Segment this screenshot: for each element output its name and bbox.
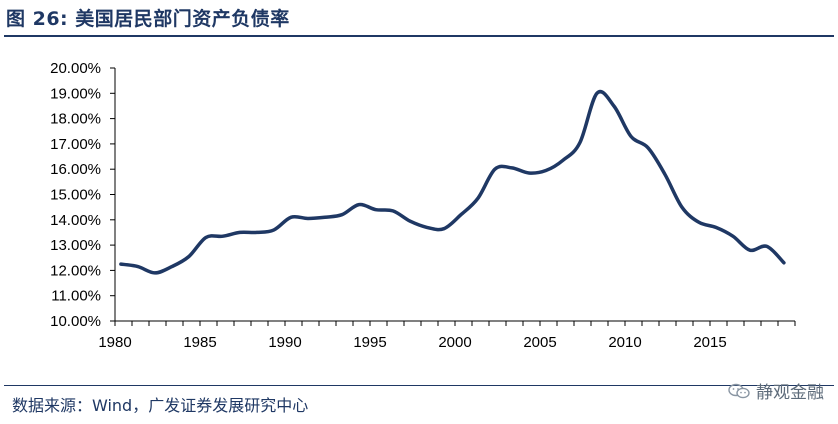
wechat-icon [728, 383, 750, 398]
y-tick-label: 11.00% [51, 288, 101, 305]
y-tick-label: 15.00% [50, 187, 101, 204]
x-tick-label: 2010 [608, 334, 641, 351]
y-tick-label: 17.00% [50, 136, 101, 153]
y-tick-label: 16.00% [50, 161, 101, 178]
y-tick-label: 19.00% [50, 85, 101, 102]
y-tick-label: 14.00% [50, 212, 101, 229]
x-tick-label: 1980 [98, 334, 131, 351]
x-tick-label: 1995 [353, 334, 386, 351]
x-tick-label: 1990 [268, 334, 301, 351]
watermark-text: 静观金融 [756, 383, 824, 403]
x-axis-ticks: 1980 1985 1990 1995 2000 2005 2010 2015 [98, 321, 796, 351]
y-axis-ticks: 10.00% 11.00% 12.00% 13.00% 14.00% 15.00% 16.0… [50, 60, 115, 330]
y-tick-label: 10.00% [50, 313, 101, 330]
y-tick-label: 20.00% [50, 60, 101, 77]
y-tick-label: 13.00% [50, 237, 101, 254]
series-line [119, 89, 786, 275]
y-tick-label: 12.00% [50, 262, 101, 279]
line-chart: 10.00% 11.00% 12.00% 13.00% 14.00% 15.00% 16.0… [50, 60, 796, 351]
x-tick-label: 2000 [438, 334, 471, 351]
figure-title: 图 26: 美国居民部门资产负债率 [6, 8, 290, 30]
y-tick-label: 18.00% [50, 111, 101, 128]
title-divider [4, 35, 834, 37]
x-tick-label: 1985 [183, 334, 216, 351]
chart-axes [114, 68, 795, 322]
x-tick-label: 2015 [693, 334, 726, 351]
x-tick-label: 2005 [523, 334, 556, 351]
source-note: 数据来源：Wind，广发证券发展研究中心 [12, 396, 309, 415]
source-divider [4, 385, 834, 386]
watermark: 静观金融 [728, 378, 824, 403]
